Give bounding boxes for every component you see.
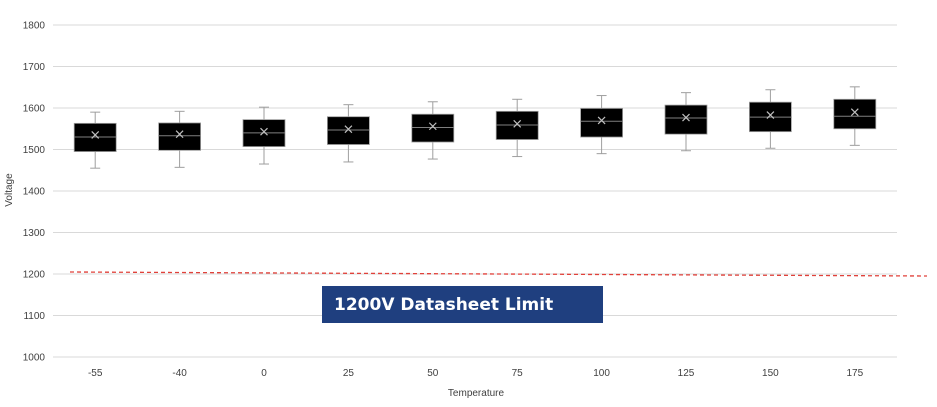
x-tick-label: 75 — [512, 368, 524, 379]
x-tick-label: 100 — [593, 368, 610, 379]
x-tick-label: 0 — [261, 368, 267, 379]
y-tick-label: 1500 — [23, 145, 46, 156]
mean-marker — [428, 122, 437, 131]
box-body — [833, 98, 877, 130]
box-item — [242, 106, 286, 165]
box-item — [833, 86, 877, 146]
box-body — [580, 108, 623, 138]
x-tick-label: 175 — [846, 368, 863, 379]
box-item — [495, 98, 539, 158]
x-tick-label: -40 — [172, 368, 187, 379]
box-item — [326, 104, 370, 163]
mean-marker — [682, 113, 690, 122]
limit-label-text: 1200V Datasheet Limit — [334, 295, 553, 315]
datasheet-limit-line — [69, 271, 928, 277]
mean-marker — [766, 111, 775, 119]
y-axis-ticks: 1000 1100 1200 1300 1400 1500 1600 1700 1800 — [23, 21, 46, 364]
limit-line-group: 1200V Datasheet Limit — [69, 271, 928, 323]
mean-marker — [175, 130, 184, 139]
mean-marker — [344, 125, 353, 134]
box-series — [73, 86, 877, 169]
y-tick-label: 1600 — [23, 104, 46, 115]
y-tick-label: 1100 — [23, 311, 45, 322]
box-item — [664, 92, 708, 152]
box-item — [73, 111, 117, 169]
y-tick-label: 1200 — [23, 270, 46, 281]
box-item — [158, 110, 202, 168]
mean-marker — [91, 131, 100, 139]
box-body — [326, 116, 370, 145]
mean-marker — [850, 108, 859, 117]
x-tick-label: 25 — [343, 368, 355, 379]
y-axis-title: Voltage — [4, 173, 15, 207]
mean-marker — [513, 119, 522, 128]
box-item — [749, 89, 792, 149]
box-item — [411, 101, 455, 160]
mean-marker — [260, 127, 268, 136]
x-axis-ticks: -55 -40 0 25 50 75 100 125 150 175 — [88, 368, 864, 379]
y-tick-label: 1000 — [23, 353, 46, 364]
box-body — [411, 113, 455, 143]
box-item — [580, 95, 623, 155]
y-tick-label: 1700 — [23, 62, 46, 73]
box-body — [158, 122, 202, 151]
y-tick-label: 1400 — [23, 187, 46, 198]
box-body — [664, 104, 708, 135]
x-tick-label: -55 — [88, 368, 103, 379]
y-tick-label: 1800 — [23, 21, 46, 32]
x-tick-label: 125 — [678, 368, 695, 379]
mean-marker — [597, 116, 606, 125]
limit-label-box — [322, 286, 603, 323]
x-axis-title: Temperature — [448, 388, 505, 399]
y-tick-label: 1300 — [23, 228, 46, 239]
x-tick-label: 150 — [762, 368, 779, 379]
x-tick-label: 50 — [427, 368, 439, 379]
